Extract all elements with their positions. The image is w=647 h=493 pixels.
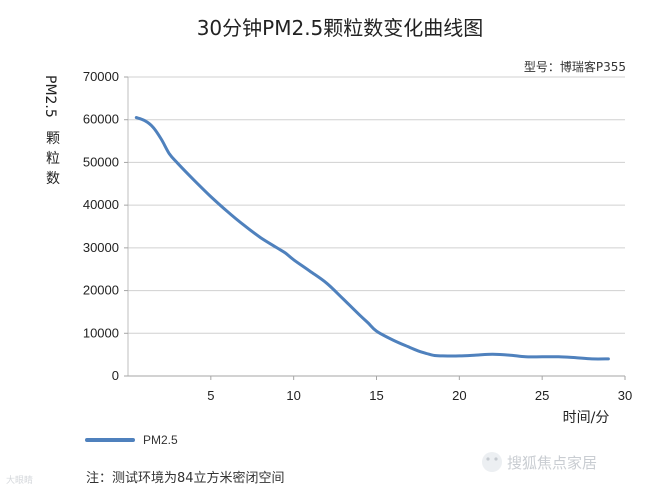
series-line-pm25 bbox=[134, 116, 610, 361]
grid-layer bbox=[128, 76, 625, 334]
x-tick-label: 15 bbox=[369, 388, 383, 403]
sohu-logo-icon bbox=[482, 452, 502, 472]
y-tick-label: 0 bbox=[112, 368, 119, 383]
y-tick-label: 10000 bbox=[83, 325, 119, 340]
x-tick-label: 20 bbox=[452, 388, 466, 403]
sohu-logo-eye-right bbox=[494, 457, 498, 461]
sohu-watermark-text: 搜狐焦点家居 bbox=[507, 454, 597, 472]
corner-watermark: 大眼睛 bbox=[6, 474, 33, 486]
series-layer bbox=[134, 116, 610, 361]
y-tick-label: 20000 bbox=[83, 283, 119, 298]
y-axis-title-char-3: 数 bbox=[46, 171, 60, 187]
sohu-logo-eye-left bbox=[486, 457, 490, 461]
y-axis-title-char-2: 粒 bbox=[46, 151, 60, 167]
y-tick-label: 30000 bbox=[83, 240, 119, 255]
x-tick-label: 5 bbox=[207, 388, 214, 403]
sohu-watermark: 搜狐焦点家居 bbox=[482, 452, 597, 472]
axis-layer bbox=[124, 76, 626, 380]
y-axis-title-prefix: PM2.5 bbox=[42, 75, 58, 118]
x-axis-title: 时间/分 bbox=[563, 410, 610, 426]
tick-label-layer: 0 10000 20000 30000 40000 50000 60000 70000 5 10 1… bbox=[83, 69, 632, 403]
y-tick-label: 70000 bbox=[83, 69, 119, 84]
model-label: 型号：博瑞客P355 bbox=[524, 59, 626, 74]
footnote: 注：测试环境为84立方米密闭空间 bbox=[86, 470, 285, 486]
y-tick-label: 60000 bbox=[83, 112, 119, 127]
x-tick-label: 10 bbox=[286, 388, 300, 403]
x-tick-label: 25 bbox=[535, 388, 549, 403]
y-tick-label: 40000 bbox=[83, 197, 119, 212]
y-axis-title-char-1: 颗 bbox=[46, 131, 60, 147]
chart-title: 30分钟PM2.5颗粒数变化曲线图 bbox=[197, 16, 484, 40]
x-tick-label: 30 bbox=[618, 388, 632, 403]
legend-label: PM2.5 bbox=[143, 433, 178, 447]
y-tick-label: 50000 bbox=[83, 154, 119, 169]
